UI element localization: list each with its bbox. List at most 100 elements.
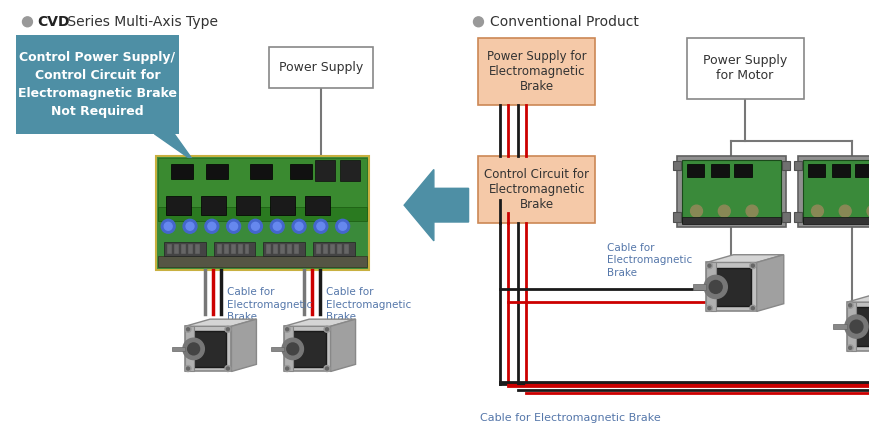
Circle shape: [749, 263, 755, 269]
FancyBboxPatch shape: [244, 244, 249, 254]
Text: Series Multi-Axis Type: Series Multi-Axis Type: [63, 15, 218, 29]
Circle shape: [849, 320, 862, 333]
Text: Control Power Supply/
Control Circuit for
Electromagnetic Brake
Not Required: Control Power Supply/ Control Circuit fo…: [18, 51, 176, 118]
FancyBboxPatch shape: [478, 38, 594, 105]
Circle shape: [751, 307, 753, 310]
FancyBboxPatch shape: [802, 159, 869, 223]
FancyBboxPatch shape: [289, 331, 325, 367]
FancyBboxPatch shape: [271, 346, 284, 351]
Polygon shape: [154, 134, 194, 162]
Circle shape: [227, 220, 241, 233]
FancyBboxPatch shape: [806, 164, 825, 177]
Circle shape: [284, 366, 289, 371]
Circle shape: [229, 222, 237, 230]
FancyBboxPatch shape: [237, 244, 242, 254]
Circle shape: [249, 220, 262, 233]
FancyBboxPatch shape: [712, 267, 751, 306]
Circle shape: [282, 338, 303, 360]
Circle shape: [323, 366, 329, 371]
Polygon shape: [706, 255, 783, 263]
FancyBboxPatch shape: [672, 212, 680, 222]
Text: CVD: CVD: [37, 15, 70, 29]
FancyBboxPatch shape: [206, 164, 228, 179]
FancyBboxPatch shape: [158, 158, 367, 209]
Circle shape: [225, 366, 230, 371]
Circle shape: [226, 367, 229, 370]
FancyBboxPatch shape: [284, 326, 330, 371]
FancyBboxPatch shape: [846, 302, 855, 351]
FancyBboxPatch shape: [781, 212, 789, 222]
Circle shape: [707, 307, 710, 310]
Polygon shape: [185, 319, 256, 326]
Circle shape: [749, 305, 755, 311]
FancyBboxPatch shape: [692, 284, 706, 289]
FancyBboxPatch shape: [802, 217, 869, 224]
Text: Cable for
Electromagnetic
Brake: Cable for Electromagnetic Brake: [227, 288, 312, 322]
FancyBboxPatch shape: [478, 155, 594, 223]
FancyBboxPatch shape: [280, 244, 285, 254]
FancyBboxPatch shape: [781, 160, 789, 171]
Circle shape: [182, 338, 204, 360]
Text: Power Supply
for Motor: Power Supply for Motor: [702, 54, 786, 82]
Circle shape: [708, 280, 721, 293]
Circle shape: [314, 220, 328, 233]
Circle shape: [848, 304, 851, 307]
FancyBboxPatch shape: [263, 242, 305, 256]
FancyBboxPatch shape: [322, 244, 328, 254]
FancyBboxPatch shape: [336, 244, 342, 254]
FancyBboxPatch shape: [284, 326, 292, 371]
FancyBboxPatch shape: [711, 164, 728, 177]
Circle shape: [284, 326, 289, 332]
FancyBboxPatch shape: [686, 38, 803, 99]
FancyBboxPatch shape: [846, 302, 869, 351]
FancyBboxPatch shape: [315, 159, 335, 181]
FancyBboxPatch shape: [266, 244, 271, 254]
FancyBboxPatch shape: [166, 195, 191, 215]
FancyBboxPatch shape: [190, 331, 226, 367]
Circle shape: [335, 220, 349, 233]
Circle shape: [751, 264, 753, 267]
FancyBboxPatch shape: [167, 244, 172, 254]
Circle shape: [186, 367, 189, 370]
FancyBboxPatch shape: [250, 164, 272, 179]
Text: Power Supply: Power Supply: [279, 61, 363, 74]
Circle shape: [225, 326, 230, 332]
Circle shape: [746, 205, 757, 217]
Text: Conventional Product: Conventional Product: [490, 15, 639, 29]
Circle shape: [285, 328, 289, 331]
FancyBboxPatch shape: [315, 244, 321, 254]
FancyBboxPatch shape: [672, 160, 680, 171]
FancyBboxPatch shape: [676, 155, 785, 227]
Text: Control Circuit for
Electromagnetic
Brake: Control Circuit for Electromagnetic Brak…: [484, 168, 589, 211]
Circle shape: [846, 302, 852, 308]
FancyBboxPatch shape: [185, 326, 231, 371]
Circle shape: [226, 328, 229, 331]
Circle shape: [690, 205, 701, 217]
Circle shape: [251, 222, 259, 230]
FancyBboxPatch shape: [172, 346, 185, 351]
Circle shape: [23, 17, 32, 27]
Circle shape: [270, 220, 284, 233]
FancyBboxPatch shape: [171, 164, 193, 179]
FancyBboxPatch shape: [305, 195, 329, 215]
FancyBboxPatch shape: [174, 244, 179, 254]
Circle shape: [846, 345, 852, 351]
Circle shape: [161, 220, 175, 233]
Circle shape: [866, 205, 869, 217]
Circle shape: [208, 222, 216, 230]
FancyBboxPatch shape: [164, 242, 206, 256]
Circle shape: [295, 222, 302, 230]
Polygon shape: [756, 255, 783, 311]
Polygon shape: [404, 169, 468, 241]
Text: Cable for
Electromagnetic
Brake: Cable for Electromagnetic Brake: [326, 288, 410, 322]
FancyBboxPatch shape: [188, 244, 193, 254]
FancyBboxPatch shape: [289, 164, 312, 179]
Circle shape: [185, 366, 191, 371]
FancyBboxPatch shape: [797, 155, 869, 227]
Circle shape: [186, 328, 189, 331]
FancyBboxPatch shape: [706, 263, 715, 311]
Circle shape: [839, 205, 850, 217]
Polygon shape: [846, 294, 869, 302]
Text: Power Supply for
Electromagnetic
Brake: Power Supply for Electromagnetic Brake: [487, 50, 586, 93]
Circle shape: [707, 264, 710, 267]
